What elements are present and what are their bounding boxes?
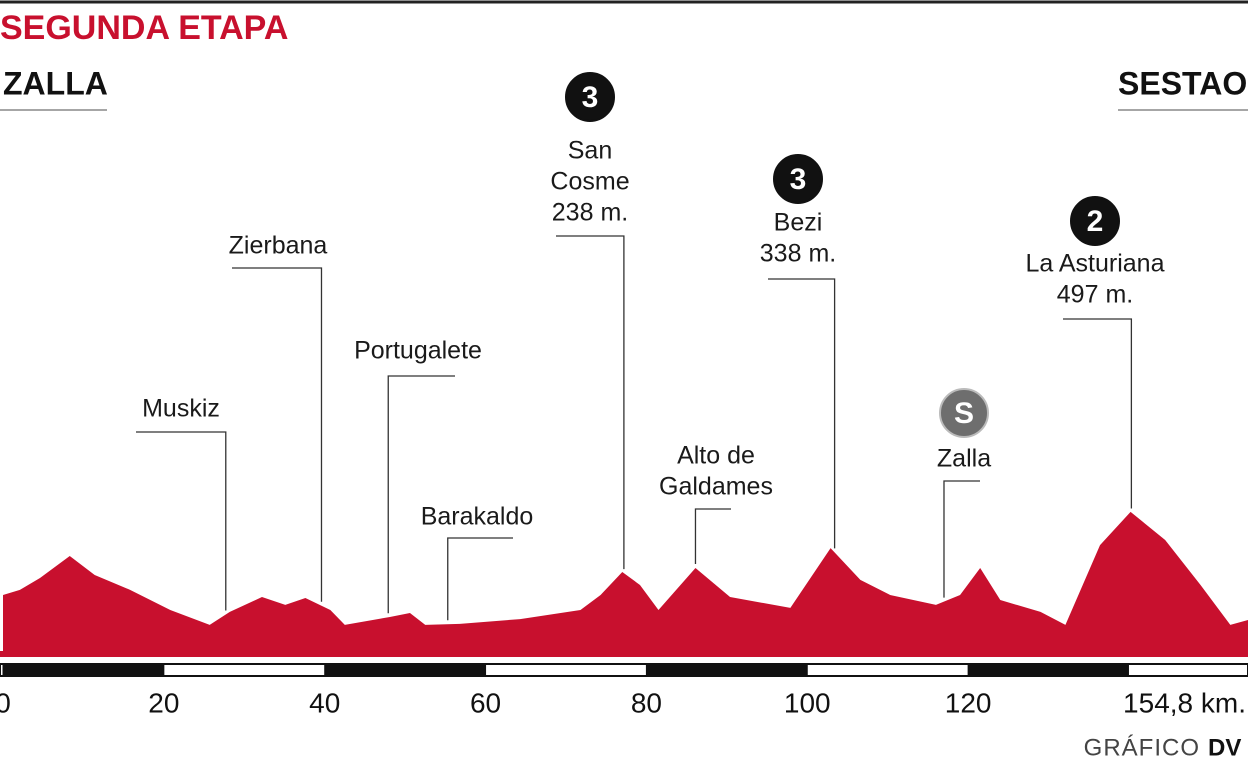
place-label: Galdames bbox=[659, 473, 773, 501]
place-label: Barakaldo bbox=[421, 503, 534, 531]
finish-label: SESTAO bbox=[1118, 65, 1247, 101]
category-label: 3 bbox=[582, 81, 599, 114]
leader-line bbox=[136, 431, 227, 611]
category-label: 2 bbox=[1087, 205, 1104, 238]
leader-line bbox=[1063, 318, 1133, 509]
x-tick-label: 80 bbox=[631, 687, 662, 718]
scale-bar-segment bbox=[3, 664, 164, 676]
place-label: Zalla bbox=[937, 445, 991, 473]
place-label: Muskiz bbox=[142, 395, 220, 423]
leader-line bbox=[694, 508, 731, 565]
credit-prefix: GRÁFICO bbox=[1084, 734, 1200, 761]
category-label: 3 bbox=[790, 163, 807, 196]
place-label: San bbox=[568, 137, 612, 165]
leader-line bbox=[387, 375, 455, 614]
scale-bar-segment bbox=[968, 664, 1129, 676]
x-tick-label: 40 bbox=[309, 687, 340, 718]
x-tick-label: 0 bbox=[0, 687, 11, 718]
category-label: S bbox=[954, 397, 974, 430]
x-tick-label: 60 bbox=[470, 687, 501, 718]
place-label: Zierbana bbox=[229, 232, 328, 260]
x-tick-label: 20 bbox=[148, 687, 179, 718]
scale-bar-frame bbox=[0, 663, 1248, 677]
x-tick-label: 154,8 km. bbox=[1123, 687, 1246, 718]
place-label: 338 m. bbox=[760, 240, 836, 268]
place-label: 238 m. bbox=[552, 199, 628, 227]
chart-title: SEGUNDA ETAPA bbox=[0, 9, 288, 47]
category-badge bbox=[1070, 196, 1120, 246]
profile-base bbox=[0, 651, 1248, 657]
place-label: Cosme bbox=[550, 168, 629, 196]
category-badge bbox=[773, 154, 823, 204]
x-tick-label: 120 bbox=[945, 687, 992, 718]
scale-bar-segment bbox=[646, 664, 808, 676]
leader-line bbox=[556, 235, 625, 570]
start-label: ZALLA bbox=[3, 65, 108, 101]
elevation-profile bbox=[3, 511, 1248, 652]
leader-line bbox=[768, 278, 836, 549]
credit-brand: DV bbox=[1208, 734, 1241, 761]
scale-bar-segment bbox=[324, 664, 486, 676]
leader-line bbox=[943, 480, 980, 598]
place-label: La Asturiana bbox=[1026, 250, 1165, 278]
category-badge bbox=[565, 72, 615, 122]
category-badge bbox=[939, 388, 989, 438]
leader-line bbox=[232, 267, 323, 602]
place-label: Portugalete bbox=[354, 337, 482, 365]
place-label: Bezi bbox=[774, 209, 823, 237]
place-label: Alto de bbox=[677, 442, 755, 470]
leader-line bbox=[447, 537, 513, 621]
place-label: 497 m. bbox=[1057, 281, 1133, 309]
x-tick-label: 100 bbox=[784, 687, 831, 718]
